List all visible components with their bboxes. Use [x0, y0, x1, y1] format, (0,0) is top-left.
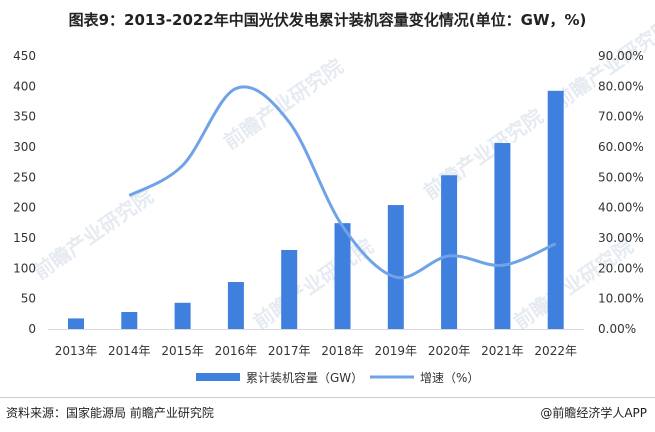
left-axis-tick: 450 [13, 49, 36, 63]
bar [387, 205, 404, 329]
left-axis-tick: 250 [13, 170, 36, 184]
legend-bar-label: 累计装机容量（GW） [246, 370, 363, 385]
legend-line-label: 增速（%） [420, 371, 479, 385]
x-axis-tick: 2014年 [108, 344, 151, 358]
left-axis-tick: 400 [13, 79, 36, 93]
bar [494, 143, 511, 329]
right-axis-tick: 10.00% [598, 292, 644, 306]
watermark: 前瞻产业研究院 [419, 104, 547, 204]
right-axis-tick: 70.00% [598, 110, 644, 124]
left-axis-tick: 200 [13, 201, 36, 215]
watermark: 前瞻产业研究院 [549, 14, 655, 114]
x-axis-tick: 2016年 [215, 344, 258, 358]
right-axis-tick: 30.00% [598, 231, 644, 245]
footer-divider [0, 397, 655, 398]
right-axis-tick: 60.00% [598, 140, 644, 154]
left-axis-tick: 150 [13, 231, 36, 245]
watermark: 前瞻产业研究院 [509, 234, 637, 334]
growth-line [128, 85, 557, 280]
x-axis-tick: 2021年 [481, 344, 524, 358]
bar [281, 249, 298, 329]
x-axis-tick: 2018年 [321, 344, 364, 358]
right-axis-tick: 20.00% [598, 261, 644, 275]
watermark: 前瞻产业研究院 [29, 184, 157, 284]
chart-title: 图表9：2013-2022年中国光伏发电累计装机容量变化情况(单位：GW，%) [68, 11, 587, 29]
x-axis-tick: 2022年 [534, 344, 577, 358]
left-axis-tick: 300 [13, 140, 36, 154]
bar [68, 318, 84, 329]
right-axis-tick: 40.00% [598, 201, 644, 215]
bar [547, 90, 564, 330]
brand-label: @前瞻经济学人APP [540, 406, 647, 420]
source-note: 资料来源：国家能源局 前瞻产业研究院 [6, 406, 214, 420]
left-axis-tick: 0 [28, 322, 36, 336]
left-axis-tick: 100 [13, 261, 36, 275]
bar [174, 302, 191, 329]
bar [441, 175, 458, 329]
x-axis-tick: 2020年 [428, 344, 471, 358]
right-axis-tick: 80.00% [598, 79, 644, 93]
right-axis-tick: 0.00% [598, 322, 636, 336]
bar [334, 223, 351, 329]
watermark: 前瞻产业研究院 [219, 54, 347, 154]
right-axis-tick: 90.00% [598, 49, 644, 63]
left-axis-tick: 50 [21, 292, 36, 306]
x-axis-tick: 2017年 [268, 344, 311, 358]
x-axis-tick: 2013年 [55, 344, 98, 358]
bar [227, 282, 244, 329]
bar [121, 311, 138, 329]
x-axis-tick: 2015年 [161, 344, 204, 358]
x-axis-tick: 2019年 [375, 344, 418, 358]
right-axis-tick: 50.00% [598, 170, 644, 184]
left-axis-tick: 350 [13, 110, 36, 124]
legend-bar-swatch [196, 373, 240, 381]
